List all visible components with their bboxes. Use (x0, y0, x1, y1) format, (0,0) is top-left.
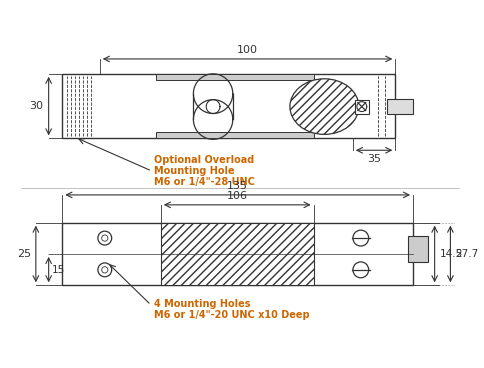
Text: Mounting Hole: Mounting Hole (154, 166, 234, 176)
Circle shape (102, 235, 107, 241)
Text: 27.7: 27.7 (454, 249, 478, 259)
Ellipse shape (289, 79, 358, 134)
Text: 14.5: 14.5 (439, 249, 462, 259)
Circle shape (98, 231, 111, 245)
Text: 15: 15 (51, 265, 65, 275)
Circle shape (352, 262, 368, 278)
Bar (387, 99, 412, 114)
Circle shape (98, 263, 111, 277)
Text: 135: 135 (227, 181, 248, 191)
Text: 25: 25 (17, 249, 31, 259)
Bar (354, 100, 368, 114)
Circle shape (352, 230, 368, 246)
Text: 35: 35 (366, 154, 380, 164)
Text: 100: 100 (237, 45, 257, 55)
Bar (161, 223, 313, 285)
Text: 4 Mounting Holes: 4 Mounting Holes (154, 299, 250, 309)
Text: M6 or 1/4"-28 UNC: M6 or 1/4"-28 UNC (154, 177, 255, 187)
Text: 30: 30 (29, 101, 43, 111)
Text: 106: 106 (226, 191, 247, 201)
Text: M6 or 1/4"-20 UNC x10 Deep: M6 or 1/4"-20 UNC x10 Deep (154, 310, 309, 320)
Bar (62, 223, 412, 285)
Circle shape (102, 267, 107, 273)
Bar (62, 74, 394, 138)
Text: Optional Overload: Optional Overload (154, 155, 254, 165)
Bar (407, 236, 427, 262)
Bar (156, 132, 313, 138)
Bar (156, 74, 313, 80)
